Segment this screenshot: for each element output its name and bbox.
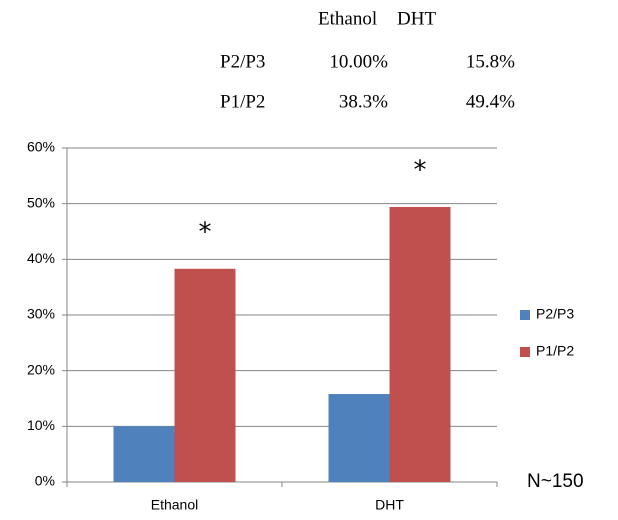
legend-label: P2/P3 xyxy=(536,306,574,322)
y-tick-label: 0% xyxy=(35,473,55,489)
y-tick-label: 10% xyxy=(27,417,55,433)
table-header: Ethanol xyxy=(318,8,377,29)
y-tick-label: 30% xyxy=(27,306,55,322)
legend-swatch xyxy=(520,310,530,320)
x-tick-label: DHT xyxy=(375,497,404,513)
legend-label: P1/P2 xyxy=(536,343,574,359)
bar xyxy=(389,207,451,483)
y-tick-label: 40% xyxy=(27,250,55,266)
table-cell: 49.4% xyxy=(466,91,515,112)
table-cell: 15.8% xyxy=(466,51,515,72)
y-tick-label: 60% xyxy=(27,139,55,155)
row-label: P1/P2 xyxy=(220,91,265,112)
bar xyxy=(174,268,236,482)
table-cell: 10.00% xyxy=(329,51,388,72)
significance-marker: * xyxy=(414,156,427,186)
x-tick-label: Ethanol xyxy=(151,497,198,513)
y-tick-label: 20% xyxy=(27,361,55,377)
significance-marker: * xyxy=(199,217,212,247)
legend-swatch xyxy=(520,347,530,357)
table-header: DHT xyxy=(397,8,436,29)
bar xyxy=(113,426,175,482)
note: N~150 xyxy=(527,471,584,492)
table-cell: 38.3% xyxy=(339,91,388,112)
y-tick-label: 50% xyxy=(27,194,55,210)
bar xyxy=(328,394,390,482)
row-label: P2/P3 xyxy=(220,51,265,72)
